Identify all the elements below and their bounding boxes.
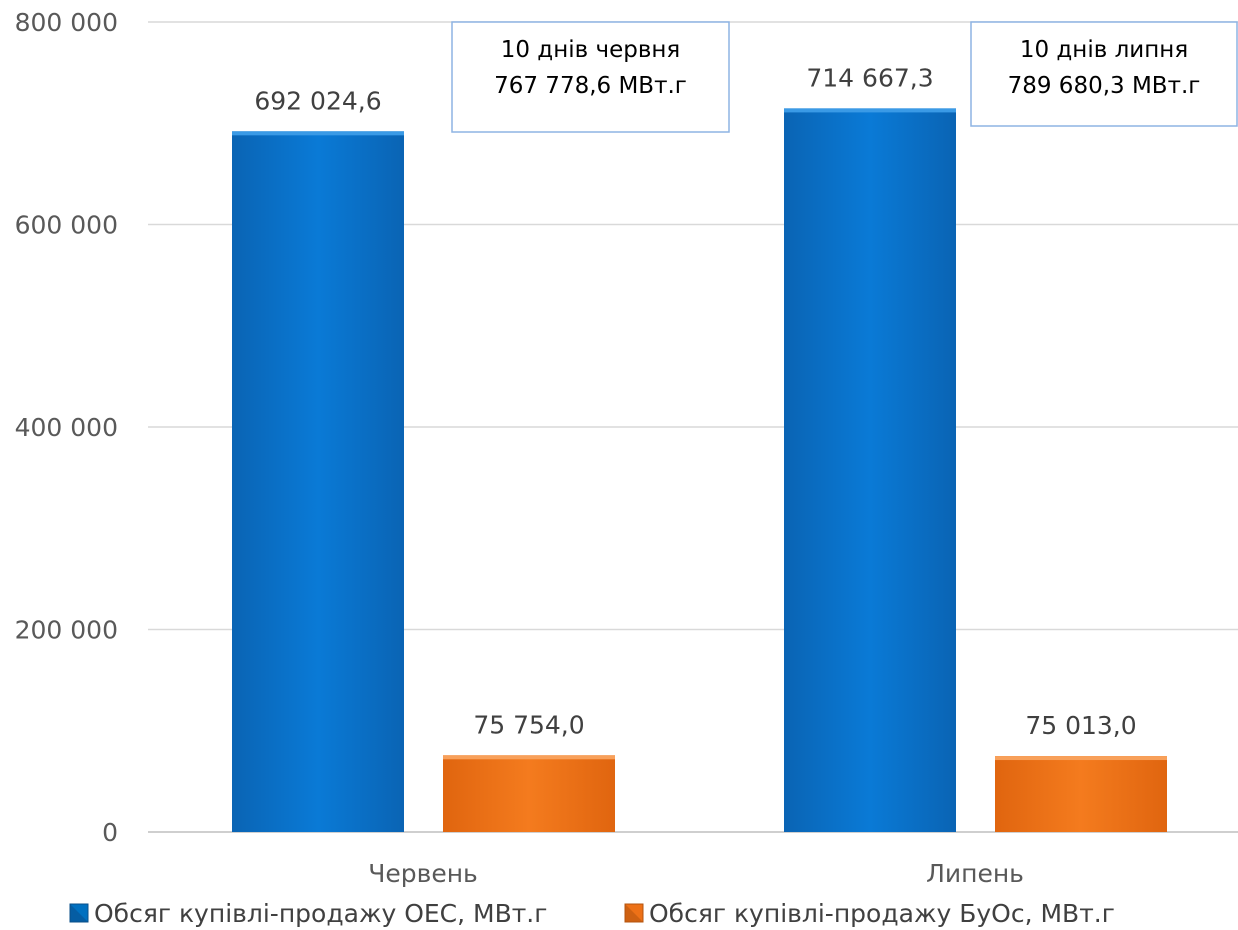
- legend-label: Обсяг купівлі-продажу БуОс, МВт.г: [649, 899, 1115, 928]
- bar: [232, 131, 404, 833]
- bar-top-edge: [232, 131, 404, 136]
- y-tick-label: 0: [102, 818, 118, 847]
- y-tick-label: 800 000: [15, 8, 118, 37]
- bar: [784, 108, 956, 833]
- annotation-box: [451, 21, 730, 133]
- data-label: 75 013,0: [1025, 711, 1136, 740]
- bar-top-edge: [995, 756, 1167, 761]
- annotation-box: [970, 21, 1238, 127]
- data-label: 692 024,6: [254, 86, 381, 115]
- annotation-line2: 789 680,3 МВт.г: [1008, 73, 1201, 99]
- bars: [232, 108, 1167, 833]
- legend-swatch-shade: [70, 904, 88, 922]
- data-label: 75 754,0: [473, 710, 584, 739]
- data-labels: 692 024,6 714 667,3 75 754,0 75 013,0: [254, 63, 1136, 740]
- x-axis-categories: Червень Липень: [368, 859, 1024, 888]
- y-axis-ticks: 0 200 000 400 000 600 000 800 000: [15, 8, 118, 847]
- legend-swatch-shade: [625, 904, 643, 922]
- annotations: 10 днів червня 767 778,6 МВт.г 10 днів лип…: [451, 21, 1238, 133]
- bar-top-edge: [784, 108, 956, 113]
- legend: Обсяг купівлі-продажу ОЕС, МВт.г Обсяг ку…: [69, 899, 1115, 928]
- bar-top-edge: [443, 755, 615, 760]
- x-category-label: Червень: [368, 859, 478, 888]
- legend-label: Обсяг купівлі-продажу ОЕС, МВт.г: [94, 899, 547, 928]
- y-tick-label: 600 000: [15, 211, 118, 240]
- x-category-label: Липень: [926, 859, 1024, 888]
- annotation-line1: 10 днів червня: [501, 37, 681, 63]
- y-tick-label: 400 000: [15, 413, 118, 442]
- annotation-line2: 767 778,6 МВт.г: [494, 73, 687, 99]
- annotation-line1: 10 днів липня: [1020, 37, 1188, 63]
- bar: [995, 756, 1167, 832]
- y-tick-label: 200 000: [15, 616, 118, 645]
- data-label: 714 667,3: [806, 63, 933, 92]
- bar: [443, 755, 615, 832]
